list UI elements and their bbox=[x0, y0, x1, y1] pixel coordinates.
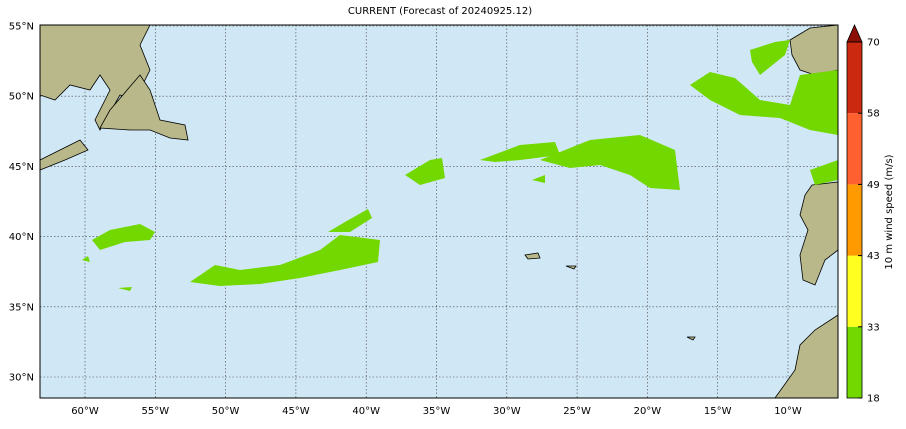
lon-label: 10°W bbox=[774, 406, 802, 417]
colorbar-tick-label: 33 bbox=[867, 322, 880, 333]
lon-label: 60°W bbox=[71, 406, 99, 417]
lon-label: 40°W bbox=[352, 406, 380, 417]
lon-label: 45°W bbox=[282, 406, 310, 417]
lon-label: 30°W bbox=[493, 406, 521, 417]
islands bbox=[524, 252, 696, 341]
lat-label: 55°N bbox=[9, 22, 34, 33]
colorbar-tick-label: 49 bbox=[867, 180, 880, 191]
colorbar-frame bbox=[846, 41, 863, 399]
colorbar-label: 10 m wind speed (m/s) bbox=[884, 154, 895, 269]
lat-label: 45°N bbox=[9, 162, 34, 173]
colorbar-segment bbox=[847, 184, 862, 256]
colorbar-extend bbox=[846, 24, 863, 43]
lon-label: 20°W bbox=[634, 406, 662, 417]
colorbar-tick-label: 70 bbox=[867, 38, 880, 49]
wind-area bbox=[690, 40, 838, 185]
colorbar-tick-label: 18 bbox=[867, 394, 880, 405]
lon-label: 35°W bbox=[423, 406, 451, 417]
lon-label: 25°W bbox=[563, 406, 591, 417]
lat-label: 35°N bbox=[9, 302, 34, 313]
title: CURRENT (Forecast of 20240925.12) bbox=[348, 6, 532, 17]
colorbar-segment bbox=[847, 113, 862, 185]
wind-area bbox=[82, 224, 155, 291]
colorbar-segment bbox=[847, 255, 862, 327]
lat-label: 30°N bbox=[9, 373, 34, 384]
wind-areas bbox=[82, 40, 838, 291]
colorbar bbox=[846, 24, 863, 399]
lon-label: 15°W bbox=[704, 406, 732, 417]
colorbar-segment bbox=[847, 42, 862, 114]
wind-area bbox=[405, 135, 680, 190]
colorbar-tick-label: 43 bbox=[867, 251, 880, 262]
colorbar-tick-label: 58 bbox=[867, 109, 880, 120]
lat-label: 40°N bbox=[9, 232, 34, 243]
lon-label: 55°W bbox=[141, 406, 169, 417]
lon-label: 50°W bbox=[212, 406, 240, 417]
lat-label: 50°N bbox=[9, 92, 34, 103]
colorbar-segment bbox=[847, 326, 862, 398]
map-frame bbox=[39, 24, 839, 399]
newfoundland-labrador bbox=[39, 24, 151, 131]
newfoundland bbox=[99, 74, 189, 141]
wind-area bbox=[190, 209, 380, 286]
